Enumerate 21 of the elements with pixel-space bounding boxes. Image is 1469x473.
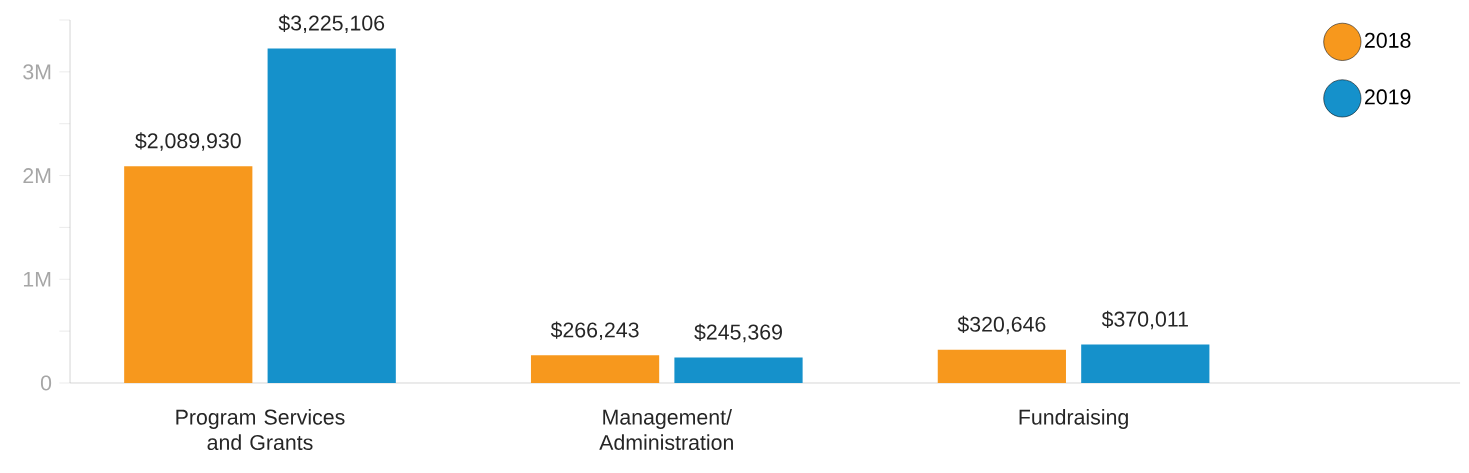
x-tick-label: Program Services and Grants bbox=[176, 409, 345, 451]
data-label: $370,011 bbox=[1101, 310, 1188, 330]
y-tick-label: 2M bbox=[23, 168, 51, 184]
data-label: $266,243 bbox=[550, 321, 639, 340]
data-label: $245,369 bbox=[694, 323, 782, 343]
bar bbox=[674, 357, 803, 383]
bar bbox=[937, 349, 1066, 383]
data-label: $320,646 bbox=[957, 315, 1046, 335]
x-tick-label: Fundraising bbox=[1019, 409, 1128, 429]
bar bbox=[1081, 344, 1210, 383]
data-label: $3,225,106 bbox=[278, 14, 385, 34]
y-tick-label: 0 bbox=[40, 375, 52, 391]
legend-label: 2019 bbox=[1365, 89, 1411, 105]
legend-label: 2018 bbox=[1365, 32, 1411, 48]
bar bbox=[530, 355, 660, 383]
bar bbox=[267, 48, 396, 383]
x-tick-label: Management/ Administration bbox=[599, 409, 733, 451]
bar bbox=[124, 166, 253, 383]
data-label: $2,089,930 bbox=[135, 132, 241, 151]
y-tick-label: 1M bbox=[23, 271, 51, 287]
y-tick-label: 3M bbox=[23, 64, 51, 80]
